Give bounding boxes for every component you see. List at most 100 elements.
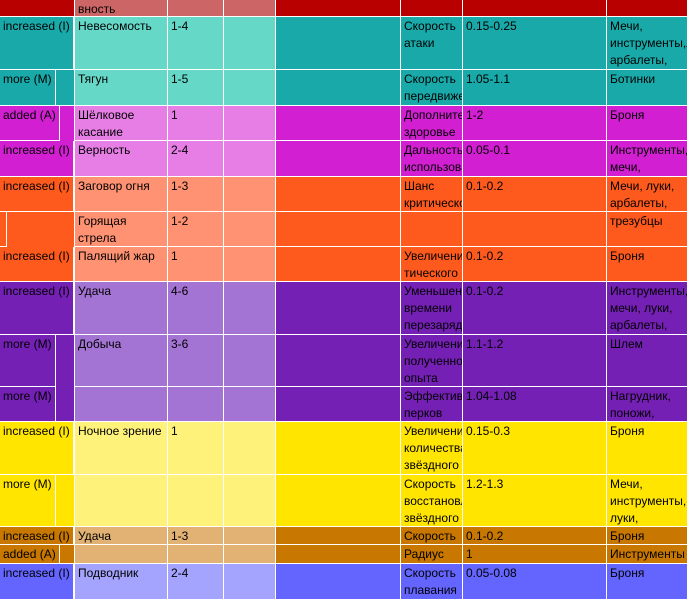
cell [224, 17, 276, 70]
cell: increased (I) [0, 141, 74, 177]
cell [224, 106, 276, 141]
cell: Эффективность перков [401, 387, 463, 422]
cell: Инструменты [607, 545, 688, 564]
cell: Инструменты, мечи, трезубцы [607, 141, 688, 177]
cell: 1-2 [168, 212, 224, 247]
cell [224, 422, 276, 475]
cell: Невесомость [75, 17, 168, 70]
cell [276, 0, 401, 17]
cell: Ботинки [607, 70, 688, 106]
cell [276, 564, 401, 600]
cell: Удача [75, 282, 168, 335]
cell: 1-5 [168, 70, 224, 106]
cell: Удача [75, 527, 168, 545]
cell [224, 212, 276, 247]
cell [276, 475, 401, 527]
cell [224, 0, 276, 17]
cell: added (A) [0, 545, 60, 564]
cell: 1-3 [168, 177, 224, 212]
cell: Уменьшение времени перезарядки [401, 282, 463, 335]
cell: Увеличение количества звёздного света [401, 422, 463, 475]
cell: added (A) [0, 106, 60, 141]
cell: more (M) [0, 475, 56, 527]
cell: increased (I) [0, 177, 74, 212]
cell [463, 212, 607, 247]
cell: Увеличение полученного опыта перков [401, 335, 463, 387]
cell: Скорость передвижения [401, 70, 463, 106]
cell: 1.04-1.08 [463, 387, 607, 422]
cell: 2-4 [168, 141, 224, 177]
cell: more (M) [0, 70, 56, 106]
cell: more (M) [0, 387, 56, 422]
cell [0, 212, 7, 247]
cell [168, 387, 224, 422]
cell [75, 475, 168, 527]
cell: Нагрудник, поножи, ботинки [607, 387, 688, 422]
cell [224, 141, 276, 177]
cell: Скорость восстановления звёздного света [401, 475, 463, 527]
cell: Шлем [607, 335, 688, 387]
cell [276, 545, 401, 564]
cell: 1.1-1.2 [463, 335, 607, 387]
cell: Мечи, луки, арбалеты, [607, 177, 688, 212]
cell: Скорость копания [401, 527, 463, 545]
cell: Мечи, инструменты,луки, арбалеты, трезуб… [607, 17, 688, 70]
cell: increased (I) [0, 527, 74, 545]
cell: Броня [607, 422, 688, 475]
cell: 1-2 [463, 106, 607, 141]
cell: Броня [607, 106, 688, 141]
cell [276, 335, 401, 387]
cell [224, 527, 276, 545]
cell: 1-3 [168, 527, 224, 545]
cell [168, 0, 224, 17]
cell [276, 70, 401, 106]
cell: Тягун [75, 70, 168, 106]
cell [224, 475, 276, 527]
cell: Увеличение тического урона [401, 247, 463, 282]
cell [276, 212, 401, 247]
cell [75, 545, 168, 564]
cell [276, 527, 401, 545]
cell: Броня [607, 564, 688, 600]
cell: increased (I) [0, 282, 74, 335]
cell [0, 0, 75, 17]
cell: 2-4 [168, 564, 224, 600]
cell [75, 387, 168, 422]
cell: 0.1-0.2 [463, 527, 607, 545]
cell [224, 177, 276, 212]
cell [276, 177, 401, 212]
cell [276, 141, 401, 177]
cell [276, 106, 401, 141]
cell: increased (I) [0, 247, 74, 282]
cell [224, 282, 276, 335]
cell [276, 387, 401, 422]
cell: Подводник [75, 564, 168, 600]
cell: 0.05-0.08 [463, 564, 607, 600]
cell: Радиус копания [401, 545, 463, 564]
cell: Скорость плавания [401, 564, 463, 600]
cell: Заговор огня [75, 177, 168, 212]
cell: 0.1-0.2 [463, 282, 607, 335]
cell: Шанс критического на [401, 177, 463, 212]
cell [224, 335, 276, 387]
cell: Дополнительное здоровье [401, 106, 463, 141]
cell: Горящая стрела [75, 212, 168, 247]
cell: Ночное зрение [75, 422, 168, 475]
cell [224, 70, 276, 106]
cell: вность [75, 0, 168, 17]
cell: Скорость атаки [401, 17, 463, 70]
cell [276, 422, 401, 475]
cell: Палящий жар [75, 247, 168, 282]
cell: 1 [463, 545, 607, 564]
cell: 1 [168, 106, 224, 141]
cell: 1-4 [168, 17, 224, 70]
cell [276, 282, 401, 335]
cell: 1.2-1.3 [463, 475, 607, 527]
cell: Шёлковое касание [75, 106, 168, 141]
cell [224, 564, 276, 600]
cell [401, 0, 463, 17]
cell [168, 545, 224, 564]
cell: Броня [607, 527, 688, 545]
cell: increased (I) [0, 564, 74, 600]
cell [607, 0, 688, 17]
